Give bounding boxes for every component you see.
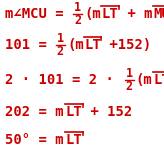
Text: m∠MCU =: m∠MCU = <box>5 7 72 21</box>
Text: 202 = m: 202 = m <box>5 105 64 119</box>
Text: 2 · 101 = 2 ·: 2 · 101 = 2 · <box>5 73 122 87</box>
Text: 1: 1 <box>126 67 133 80</box>
Text: LT: LT <box>84 38 101 52</box>
Text: LT: LT <box>65 133 82 147</box>
Text: LT: LT <box>65 105 82 119</box>
Text: (m: (m <box>84 7 101 21</box>
Text: LT: LT <box>101 7 118 21</box>
Text: 2: 2 <box>126 80 133 93</box>
Text: 2: 2 <box>57 45 64 58</box>
Text: LT: LT <box>153 73 164 87</box>
Text: (m: (m <box>67 38 84 52</box>
Text: 101 =: 101 = <box>5 38 55 52</box>
Text: (m: (m <box>136 73 153 87</box>
Text: 1: 1 <box>74 1 81 14</box>
Text: 2: 2 <box>74 14 81 27</box>
Text: MU: MU <box>153 7 164 21</box>
Text: +152): +152) <box>101 38 152 52</box>
Text: 1: 1 <box>57 32 64 45</box>
Text: 50° = m: 50° = m <box>5 133 64 147</box>
Text: + m: + m <box>119 7 152 21</box>
Text: + 152: + 152 <box>82 105 133 119</box>
